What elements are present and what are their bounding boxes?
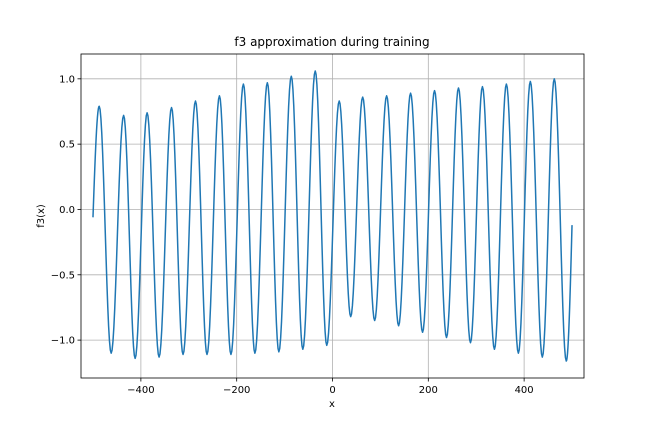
- y-tick-label: 1.0: [59, 74, 75, 85]
- x-tick-label: 0: [329, 385, 335, 396]
- x-axis: −400 −200 0 200 400: [127, 378, 534, 396]
- y-tick-label: 0.5: [59, 140, 75, 151]
- series-layer: [92, 70, 573, 362]
- series-line: [92, 70, 573, 362]
- x-tick-label: 200: [419, 385, 438, 396]
- x-tick-label: 400: [515, 385, 534, 396]
- chart-title: f3 approximation during training: [234, 35, 429, 49]
- x-tick-label: −400: [127, 385, 154, 396]
- x-tick-label: −200: [223, 385, 250, 396]
- y-axis: −1.0 −0.5 0.0 0.5 1.0: [51, 74, 81, 347]
- y-tick-label: −1.0: [51, 336, 75, 347]
- x-axis-label: x: [329, 399, 335, 410]
- y-tick-label: −0.5: [51, 270, 75, 281]
- y-axis-label: f3(x): [36, 204, 47, 228]
- y-tick-label: 0.0: [59, 205, 75, 216]
